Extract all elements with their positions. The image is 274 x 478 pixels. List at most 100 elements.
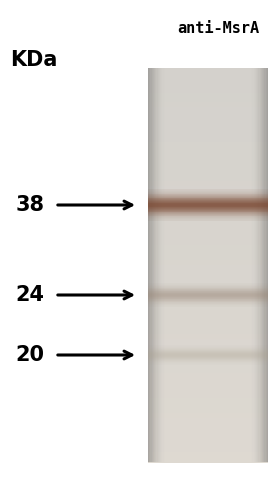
Bar: [148, 176, 268, 182]
Bar: [148, 356, 268, 357]
Bar: [148, 403, 268, 408]
Bar: [148, 361, 268, 362]
Bar: [148, 288, 268, 289]
Bar: [148, 309, 268, 315]
Bar: [148, 68, 158, 462]
Bar: [148, 260, 268, 265]
Bar: [148, 369, 268, 374]
Bar: [148, 291, 268, 292]
Bar: [148, 289, 268, 290]
Bar: [148, 112, 268, 118]
Bar: [148, 202, 268, 203]
Bar: [148, 203, 268, 204]
Bar: [148, 364, 268, 365]
Bar: [148, 373, 268, 379]
Bar: [148, 295, 268, 296]
Bar: [254, 68, 268, 462]
Bar: [148, 219, 268, 220]
Bar: [148, 357, 268, 358]
Bar: [148, 290, 268, 295]
Bar: [148, 193, 268, 194]
Bar: [148, 186, 268, 192]
Bar: [255, 68, 268, 462]
Bar: [148, 68, 154, 462]
Bar: [148, 427, 268, 433]
Bar: [148, 68, 268, 74]
Bar: [148, 304, 268, 305]
Bar: [148, 319, 268, 325]
Bar: [148, 270, 268, 275]
Bar: [148, 215, 268, 216]
Bar: [148, 286, 268, 287]
Bar: [148, 210, 268, 211]
Bar: [148, 339, 268, 344]
Bar: [148, 413, 268, 418]
Bar: [148, 221, 268, 226]
Bar: [148, 68, 160, 462]
Bar: [148, 211, 268, 212]
Bar: [148, 207, 268, 208]
Bar: [148, 230, 268, 236]
Bar: [148, 147, 268, 152]
Bar: [148, 201, 268, 202]
Bar: [148, 189, 268, 190]
Bar: [148, 172, 268, 177]
Text: 38: 38: [16, 195, 44, 215]
Bar: [148, 196, 268, 197]
Bar: [148, 296, 268, 297]
Bar: [256, 68, 268, 462]
Bar: [148, 423, 268, 428]
Bar: [262, 68, 268, 462]
Bar: [148, 300, 268, 305]
Bar: [148, 201, 268, 206]
Bar: [148, 68, 155, 462]
Bar: [148, 68, 161, 462]
Bar: [148, 346, 268, 347]
Bar: [148, 442, 268, 448]
Bar: [148, 206, 268, 211]
Bar: [148, 208, 268, 209]
Bar: [267, 68, 268, 462]
Text: 24: 24: [16, 285, 44, 305]
Bar: [148, 300, 268, 301]
Bar: [148, 190, 268, 191]
Bar: [148, 408, 268, 413]
Bar: [148, 212, 268, 213]
Bar: [148, 98, 268, 103]
Bar: [148, 142, 268, 147]
Bar: [148, 292, 268, 293]
Bar: [148, 217, 268, 218]
Bar: [148, 214, 268, 215]
Bar: [148, 363, 268, 364]
Bar: [148, 216, 268, 217]
Bar: [148, 68, 153, 462]
Bar: [251, 68, 268, 462]
Bar: [148, 68, 159, 462]
Bar: [148, 314, 268, 320]
Bar: [148, 359, 268, 360]
Bar: [148, 226, 268, 231]
Bar: [148, 68, 150, 462]
Bar: [148, 197, 268, 198]
Bar: [264, 68, 268, 462]
Bar: [148, 354, 268, 359]
Bar: [263, 68, 268, 462]
Bar: [148, 102, 268, 108]
Bar: [148, 122, 268, 128]
Bar: [148, 78, 268, 83]
Bar: [148, 360, 268, 361]
Bar: [148, 358, 268, 359]
Bar: [266, 68, 268, 462]
Bar: [148, 398, 268, 403]
Bar: [148, 206, 268, 207]
Bar: [148, 196, 268, 201]
Bar: [148, 200, 268, 201]
Bar: [148, 358, 268, 364]
Bar: [148, 157, 268, 162]
Bar: [148, 255, 268, 261]
Bar: [148, 287, 268, 288]
Bar: [148, 348, 268, 349]
Bar: [148, 355, 268, 356]
Bar: [148, 304, 268, 310]
Bar: [148, 68, 152, 462]
